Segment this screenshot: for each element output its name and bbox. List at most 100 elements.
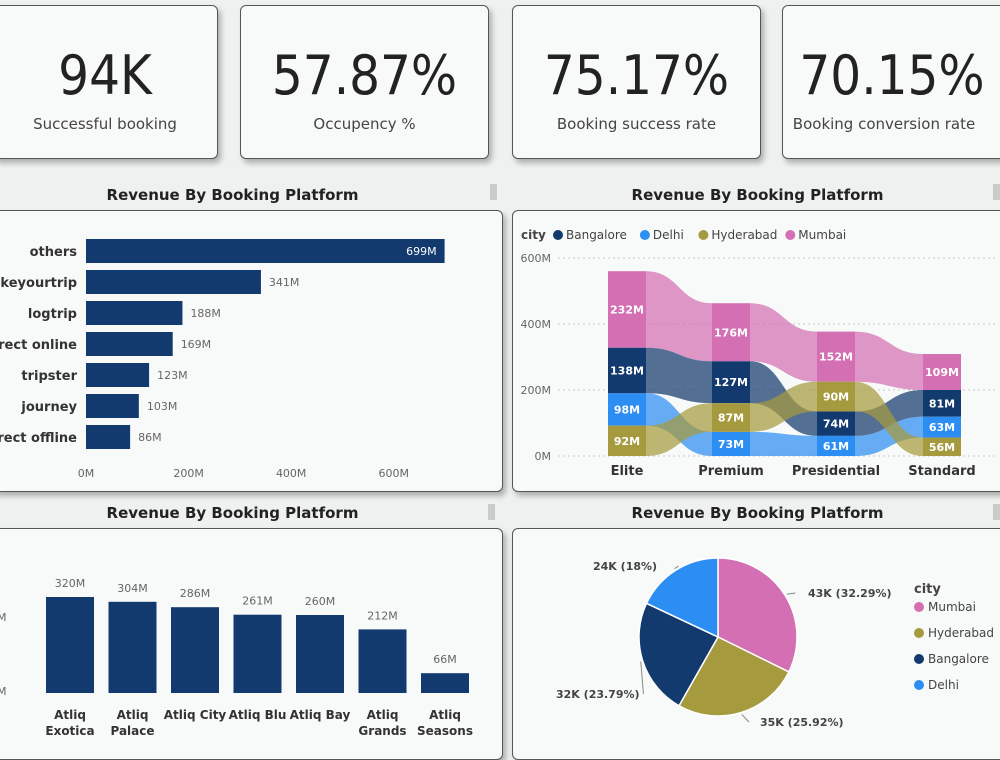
category-label: others [30,245,78,260]
scroll-handle[interactable] [488,504,495,520]
category-label: Palace [110,724,154,738]
data-label: 169M [181,338,212,351]
segment-hyderabad [712,403,750,432]
data-label: 304M [117,582,148,595]
kpi-label: Booking success rate [556,115,717,133]
category-label: rect offline [0,431,77,446]
ribbon-hyderabad [855,381,923,456]
bar-property [296,615,344,693]
y-tick-label: 200M [521,384,552,397]
data-label: 63M [929,421,955,434]
legend-label-delhi: Delhi [653,228,684,242]
slice-label-mumbai: 43K (32.29%) [808,587,892,600]
legend-label-delhi: Delhi [928,678,959,692]
legend-marker-mumbai [914,602,924,612]
y-tick-label: 0M [535,450,552,463]
ribbon-delhi [855,416,923,456]
ribbon-bangalore [646,347,712,404]
data-label: 66M [433,653,457,666]
legend-label-mumbai: Mumbai [928,600,976,614]
chart-title-platform: Revenue By Booking Platform [106,186,359,204]
pie-slice-mumbai [717,557,798,673]
slice-label-bangalore: 32K (23.79%) [556,688,640,701]
category-label: Atliq Bay [290,708,351,722]
bar-property [233,614,282,693]
data-label: 261M [242,595,273,608]
data-label: 109M [925,366,959,379]
bar-makeyourtrip [86,270,261,294]
data-label: 103M [147,400,178,413]
slice-label-hyderabad: 35K (25.92%) [760,716,844,729]
chart-title-property: Revenue By Booking Platform [106,504,359,522]
platform-bar-chart: 0M 200M 400M 600M others 699M keyourtrip 341M lo… [0,239,445,480]
kpi-value: 57.87% [271,44,458,107]
data-label: 73M [718,438,744,451]
data-label: 320M [55,577,86,590]
ribbon-mumbai [750,303,817,382]
legend-label-bangalore: Bangalore [566,228,627,242]
bar-property [358,629,407,693]
data-label: 188M [190,307,221,320]
y-tick-label: M [0,611,7,624]
kpi-card-booking-success-rate[interactable]: 75.17% Booking success rate [512,5,761,159]
y-tick-label: 400M [521,318,552,331]
bar-others [86,239,445,263]
legend-label-mumbai: Mumbai [798,228,846,242]
segment-hyderabad [608,425,646,456]
category-label: Presidential [792,464,880,479]
category-label: Atliq Blu [229,708,287,722]
legend-marker-delhi [914,680,924,690]
chart-title-room-class: Revenue By Booking Platform [631,186,884,204]
legend-marker-bangalore [553,230,563,240]
segment-mumbai [923,354,961,390]
kpi-value: 75.17% [543,44,730,107]
category-label: tripster [21,369,77,384]
x-tick-label: 600M [379,467,410,480]
city-pie-chart: 43K (32.29%) 35K (25.92%) 32K (23.79%) 24K … [556,557,994,729]
kpi-label: Successful booking [33,115,177,133]
bar-property [171,607,219,693]
category-label: Premium [698,464,764,479]
data-label: 176M [714,326,748,339]
city-pie-card[interactable]: 43K (32.29%) 35K (25.92%) 32K (23.79%) 24K … [512,528,1000,760]
bar-logtrip [86,301,183,325]
scroll-handle[interactable] [993,184,1000,200]
room-class-chart-card[interactable]: city Bangalore Delhi Hyderabad Mumbai 0M 200M 4… [512,210,1000,492]
kpi-value: 94K [58,44,152,107]
category-label: Exotica [45,724,94,738]
category-label: Seasons [417,724,473,738]
segment-mumbai [712,303,750,362]
bar-property [108,601,157,693]
x-tick-label: 400M [276,467,307,480]
segment-bangalore [712,361,750,404]
segment-delhi [817,435,855,456]
segment-delhi [608,393,646,426]
bar-tripster [86,363,150,387]
bar-property [421,673,469,693]
data-label: 56M [929,441,955,454]
category-label: keyourtrip [0,276,77,291]
kpi-card-successful-booking[interactable]: 94K Successful booking [0,5,218,159]
scroll-handle[interactable] [490,184,497,200]
legend-marker-hyderabad [914,628,924,638]
segment-delhi [923,416,961,438]
kpi-card-booking-conversion-rate[interactable]: 70.15% Booking conversion rate [782,5,1000,159]
property-bar-chart: M M 320M Atliq Exotica 304M Atliq Palace 286M Atl… [0,577,473,738]
segment-delhi [712,431,750,456]
y-tick-label: 600M [521,252,552,265]
category-label: journey [20,400,77,415]
data-label: 81M [929,397,955,410]
legend-title: city [521,228,546,242]
segment-mumbai [817,331,855,382]
legend-marker-bangalore [914,654,924,664]
ribbon-hyderabad [646,403,712,456]
leader-line [786,592,796,595]
scroll-handle[interactable] [993,504,1000,520]
leader-line [741,714,750,723]
property-chart-card[interactable]: M M 320M Atliq Exotica 304M Atliq Palace 286M Atl… [0,528,503,760]
kpi-card-occupancy[interactable]: 57.87% Occupency % [240,5,489,159]
data-label: 699M [406,245,437,258]
data-label: 286M [180,587,211,600]
category-label: Grands [358,724,406,738]
platform-chart-card[interactable]: 0M 200M 400M 600M others 699M keyourtrip 341M lo… [0,210,503,492]
